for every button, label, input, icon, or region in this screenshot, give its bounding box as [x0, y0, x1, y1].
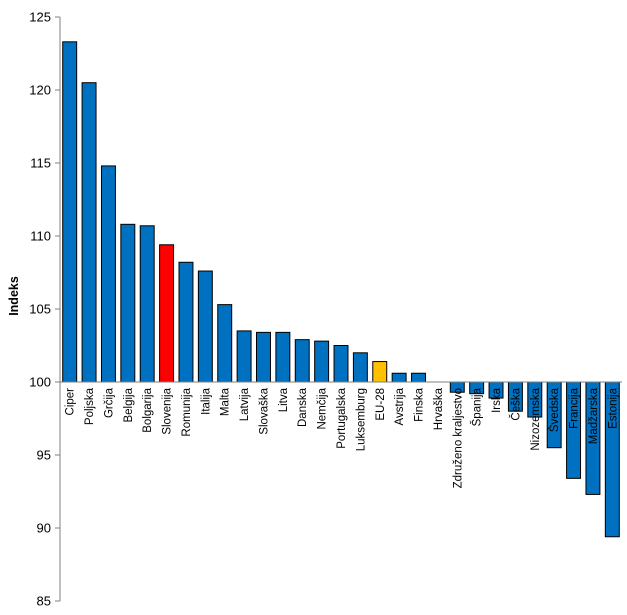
- category-label-hrvaska: Hrvaška: [433, 387, 445, 430]
- y-tick-label: 110: [30, 229, 51, 244]
- category-label-spanija: Španija: [471, 387, 484, 426]
- y-tick-label: 95: [37, 448, 51, 463]
- category-label-irska: Irska: [491, 387, 503, 413]
- category-label-nemcija: Nemčija: [317, 387, 329, 429]
- category-label-eu-28: EU-28: [375, 388, 387, 421]
- category-label-estonija: Estonija: [607, 387, 619, 429]
- y-tick-label: 115: [30, 156, 51, 171]
- bar-bolgarija: [139, 225, 155, 383]
- category-label-francija: Francija: [569, 387, 581, 429]
- category-label-bolgarija: Bolgarija: [142, 387, 154, 432]
- bar-slovaska: [256, 331, 271, 383]
- category-label-malta: Malta: [220, 387, 232, 416]
- bar-poljska: [81, 82, 97, 383]
- bar-belgija: [120, 223, 136, 383]
- bar-luksemburg: [352, 352, 368, 383]
- category-label-ciper: Ciper: [65, 388, 77, 416]
- category-label-grcija: Grčija: [103, 387, 115, 418]
- category-label-slovaska: Slovaška: [258, 387, 270, 434]
- category-label-finska: Finska: [414, 387, 426, 421]
- bar-malta: [217, 304, 233, 383]
- category-label-litva: Litva: [278, 387, 290, 412]
- category-label-danska: Danska: [297, 387, 309, 427]
- y-tick-label: 105: [29, 302, 51, 317]
- bar-italija: [197, 270, 213, 383]
- y-axis-ticks: 85 90 95 100 105 110 115 120 125: [29, 10, 60, 609]
- category-label-zdruzeno-kraljestvo: Združeno kraljestvo: [452, 388, 464, 488]
- y-tick-label: 120: [29, 83, 51, 98]
- category-label-belgija: Belgija: [123, 387, 135, 422]
- bar-finska: [411, 372, 426, 383]
- y-tick-label: 125: [29, 10, 51, 25]
- category-label-madzarska: Madžarska: [588, 387, 600, 444]
- category-label-poljska: Poljska: [84, 387, 96, 425]
- y-tick-label: 85: [37, 594, 51, 609]
- bars-group: [62, 41, 620, 538]
- bar-latvija: [236, 330, 252, 383]
- category-label-italija: Italija: [200, 387, 212, 414]
- category-label-portugalska: Portugalska: [336, 387, 348, 448]
- bar-nemcija: [314, 340, 330, 383]
- bar-eu-28: [372, 361, 388, 383]
- bar-slovenija: [159, 244, 175, 383]
- bar-litva: [275, 331, 291, 383]
- bar-avstrija: [391, 372, 407, 383]
- category-label-luksemburg: Luksemburg: [355, 388, 367, 451]
- category-label-ceska: Češka: [509, 387, 522, 420]
- category-label-avstrija: Avstrija: [394, 387, 406, 425]
- bar-romunija: [178, 261, 194, 383]
- category-label-romunija: Romunija: [181, 387, 193, 436]
- y-tick-label: 90: [37, 521, 51, 536]
- y-tick-label: 100: [29, 375, 51, 390]
- category-labels: Ciper Poljska Grčija Belgija Bolgarija Sloven…: [65, 387, 620, 488]
- bar-grcija: [100, 165, 116, 383]
- category-label-nizozemska: Nizozemska: [530, 387, 542, 450]
- bar-portugalska: [333, 345, 349, 383]
- y-axis-title: Indeks: [7, 276, 21, 316]
- bar-ciper: [62, 41, 78, 383]
- bar-danska: [294, 339, 310, 383]
- category-label-svedska: Švedska: [548, 387, 561, 432]
- category-label-slovenija: Slovenija: [162, 387, 174, 434]
- category-label-latvija: Latvija: [239, 387, 251, 421]
